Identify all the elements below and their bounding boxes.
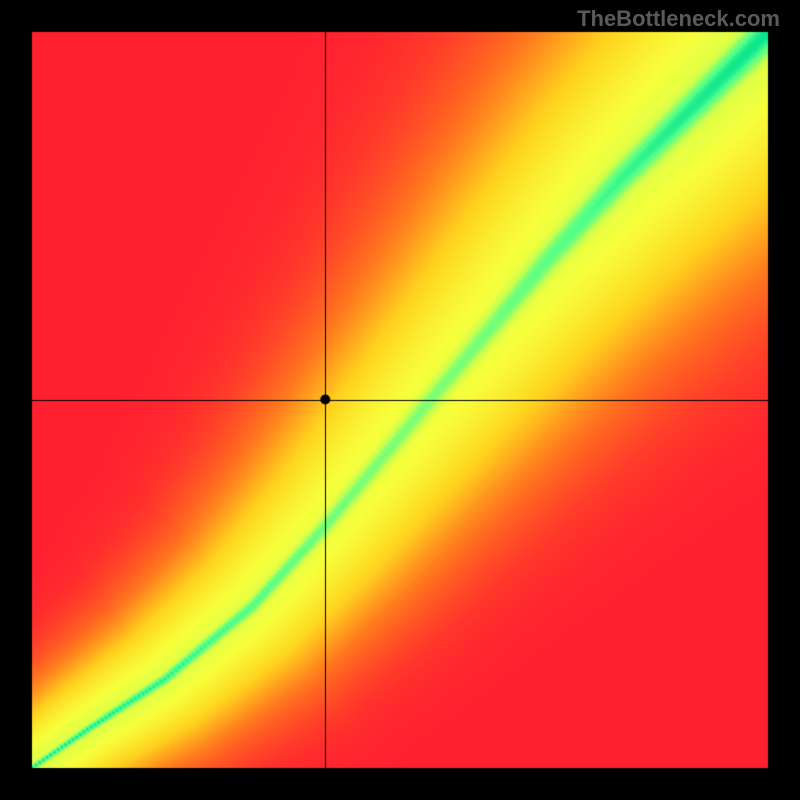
figure-container: TheBottleneck.com <box>0 0 800 800</box>
watermark-text: TheBottleneck.com <box>577 6 780 32</box>
bottleneck-heatmap <box>0 0 800 800</box>
